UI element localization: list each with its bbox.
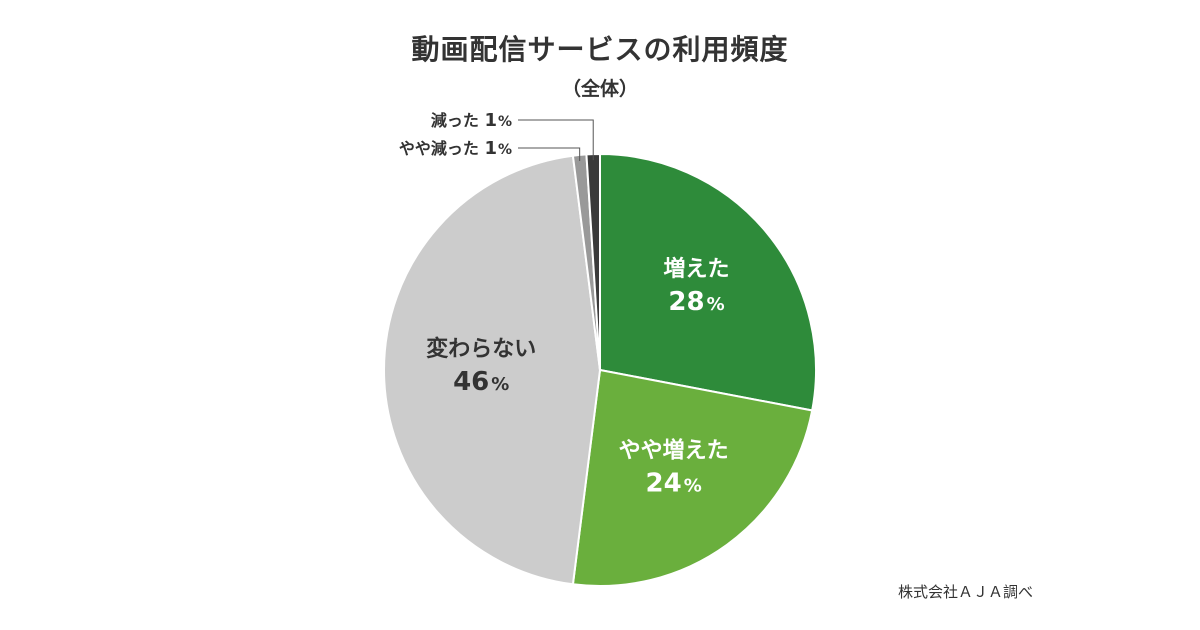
callout-line-4	[518, 119, 594, 161]
source-note: 株式会社ＡＪＡ調べ	[898, 583, 1034, 601]
pie-slice-0	[599, 152, 817, 412]
chart-subtitle: （全体）	[561, 78, 638, 100]
slice-value-1: 24%	[646, 468, 702, 498]
pie-slice-1	[571, 368, 814, 587]
slice-value-2: 46%	[453, 367, 509, 397]
callout-line-3	[518, 147, 581, 161]
callout-label-3: やや減った 1%	[399, 138, 512, 159]
slice-label-0: 増えた	[664, 256, 730, 282]
pie-slice-2	[383, 154, 602, 586]
chart-title: 動画配信サービスの利用頻度	[411, 33, 789, 66]
slice-label-1: やや増えた	[619, 437, 729, 463]
callout-label-4: 減った 1%	[431, 110, 512, 131]
slice-value-0: 28%	[668, 287, 724, 317]
slice-label-2: 変わらない	[426, 336, 536, 362]
